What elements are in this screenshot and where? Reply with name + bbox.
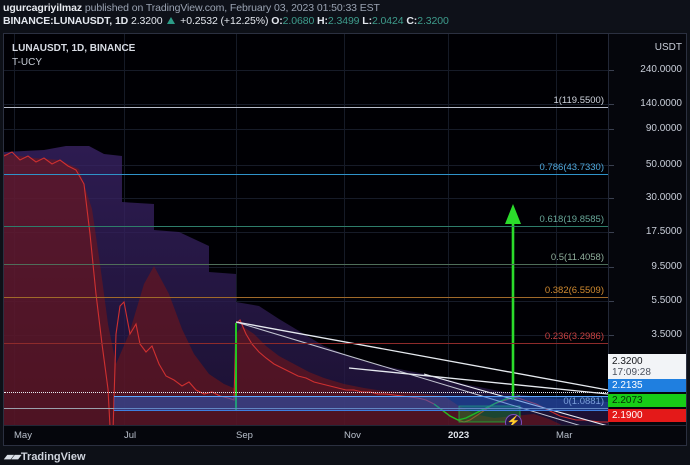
last-price: 2.3200 <box>131 15 163 27</box>
time-tick-label: May <box>14 430 32 441</box>
open-value: 2.0680 <box>282 15 315 27</box>
price-tick-mark <box>609 165 614 166</box>
last-price-badge[interactable]: 2.3200 17:09:28 <box>608 354 686 380</box>
close-label: C: <box>406 15 418 27</box>
time-tick-label: Jul <box>124 430 137 441</box>
time-tick-label: Mar <box>556 430 573 441</box>
ma-ribbon-red <box>4 154 608 425</box>
time-tick-label: Nov <box>344 430 361 441</box>
triangle-up-icon <box>167 17 176 24</box>
price-tick-label: 30.0000 <box>645 192 682 203</box>
price-tick-mark <box>609 198 614 199</box>
fib-0618-label: 0.618(19.8585) <box>539 214 604 225</box>
badge-value: 2.3200 <box>612 356 643 367</box>
price-tick-mark <box>609 70 614 71</box>
low-label: L: <box>362 15 372 27</box>
gridline-vertical <box>236 34 237 425</box>
published-text: published on TradingView.com, February 0… <box>84 2 380 14</box>
time-tick-label: Sep <box>236 430 253 441</box>
chart-legend: LUNAUSDT, 1D, BINANCE T-UCY <box>12 42 135 70</box>
gridline-vertical <box>448 34 449 425</box>
low-value: 2.0424 <box>371 15 404 27</box>
high-label: H: <box>317 15 328 27</box>
price-tick-label: 140.0000 <box>640 98 682 109</box>
price-tick-mark <box>609 104 614 105</box>
fib-0786-label: 0.786(43.7330) <box>539 162 604 173</box>
symbol-label[interactable]: BINANCE:LUNAUSDT, 1D <box>3 15 129 27</box>
gridline-horizontal <box>4 104 608 105</box>
descending-channel-line-2 <box>235 321 580 425</box>
price-tick-mark <box>609 267 614 268</box>
price-tick-mark <box>609 301 614 302</box>
blue-support-band <box>114 396 608 411</box>
gridline-horizontal <box>4 70 608 71</box>
gridline-horizontal <box>4 129 608 130</box>
gridline-horizontal <box>4 301 608 302</box>
time-tick-label: 2023 <box>448 430 470 441</box>
sep-green-spike <box>235 323 237 411</box>
chart-header: ugurcagriyilmaz published on TradingView… <box>0 0 690 30</box>
green-up-arrow <box>505 204 521 400</box>
symbol-quote-line: BINANCE:LUNAUSDT, 1D 2.3200 +0.2532 (+12… <box>3 15 449 27</box>
gridline-horizontal <box>4 267 608 268</box>
price-tick-label: 17.5000 <box>645 226 682 237</box>
fib-05-label: 0.5(11.4058) <box>550 252 604 263</box>
tradingview-logo-text: TradingView <box>20 451 86 463</box>
blue-level-badge[interactable]: 2.2135 <box>608 379 686 392</box>
fib-05-line <box>4 264 608 265</box>
high-value: 2.3499 <box>327 15 360 27</box>
fib-0236-line <box>4 343 608 344</box>
gridline-vertical <box>344 34 345 425</box>
chart-frame: 1(119.5500) 0.786(43.7330) 0.618(19.8585) 0… <box>3 33 687 446</box>
open-label: O: <box>271 15 283 27</box>
gridline-vertical <box>556 34 557 425</box>
price-axis-unit: USDT <box>654 42 682 53</box>
price-tick-label: 3.5000 <box>651 329 682 340</box>
price-tick-label: 5.5000 <box>651 295 682 306</box>
green-recovery-line <box>433 395 521 421</box>
fib-0382-line <box>4 297 608 298</box>
legend-title: LUNAUSDT, 1D, BINANCE <box>12 43 136 54</box>
lightning-bolt-icon[interactable]: ⚡ <box>505 414 522 425</box>
gridline-horizontal <box>4 198 608 199</box>
fib-0382-label: 0.382(6.5509) <box>544 285 604 296</box>
gridline-horizontal <box>4 232 608 233</box>
chart-plot-area[interactable]: 1(119.5500) 0.786(43.7330) 0.618(19.8585) 0… <box>4 34 608 425</box>
gridline-horizontal <box>4 165 608 166</box>
author-name: ugurcagriyilmaz <box>3 2 83 14</box>
fib-1-line <box>4 107 608 108</box>
price-change: +0.2532 (+12.25%) <box>180 15 269 27</box>
fib-1-label: 1(119.5500) <box>553 95 604 106</box>
green-level-badge[interactable]: 2.2073 <box>608 394 686 407</box>
price-tick-label: 50.0000 <box>645 159 682 170</box>
legend-subtitle: T-UCY <box>12 57 42 68</box>
publisher-line: ugurcagriyilmaz published on TradingView… <box>3 2 380 14</box>
fib-0-label: 0(1.0881) <box>563 396 604 407</box>
price-tick-label: 9.5000 <box>651 261 682 272</box>
time-axis[interactable]: May Jul Sep Nov 2023 Mar <box>4 425 686 445</box>
price-tick-label: 240.0000 <box>640 64 682 75</box>
close-value: 2.3200 <box>417 15 449 27</box>
price-axis[interactable]: USDT 240.0000 140.0000 90.0000 50.0000 30.00… <box>608 34 686 425</box>
fib-0618-line <box>4 226 608 227</box>
price-tick-mark <box>609 232 614 233</box>
fib-0786-line <box>4 174 608 175</box>
tradingview-mark-icon: ▰▰ <box>4 451 20 463</box>
lower-trendline <box>348 367 608 395</box>
red-level-badge[interactable]: 2.1900 <box>608 409 686 422</box>
fib-0236-label: 0.236(3.2986) <box>544 331 604 342</box>
badge-time: 17:09:28 <box>612 367 651 378</box>
current-price-dotted-line <box>4 392 608 393</box>
upper-trendline <box>235 321 608 391</box>
fib-0-line <box>4 408 608 409</box>
price-line <box>4 151 608 425</box>
price-tick-mark <box>609 129 614 130</box>
price-tick-mark <box>609 335 614 336</box>
price-tick-label: 90.0000 <box>645 123 682 134</box>
descending-channel-line <box>423 373 607 425</box>
tradingview-logo[interactable]: ▰▰ TradingView <box>4 450 86 463</box>
price-series-layer <box>4 146 608 425</box>
